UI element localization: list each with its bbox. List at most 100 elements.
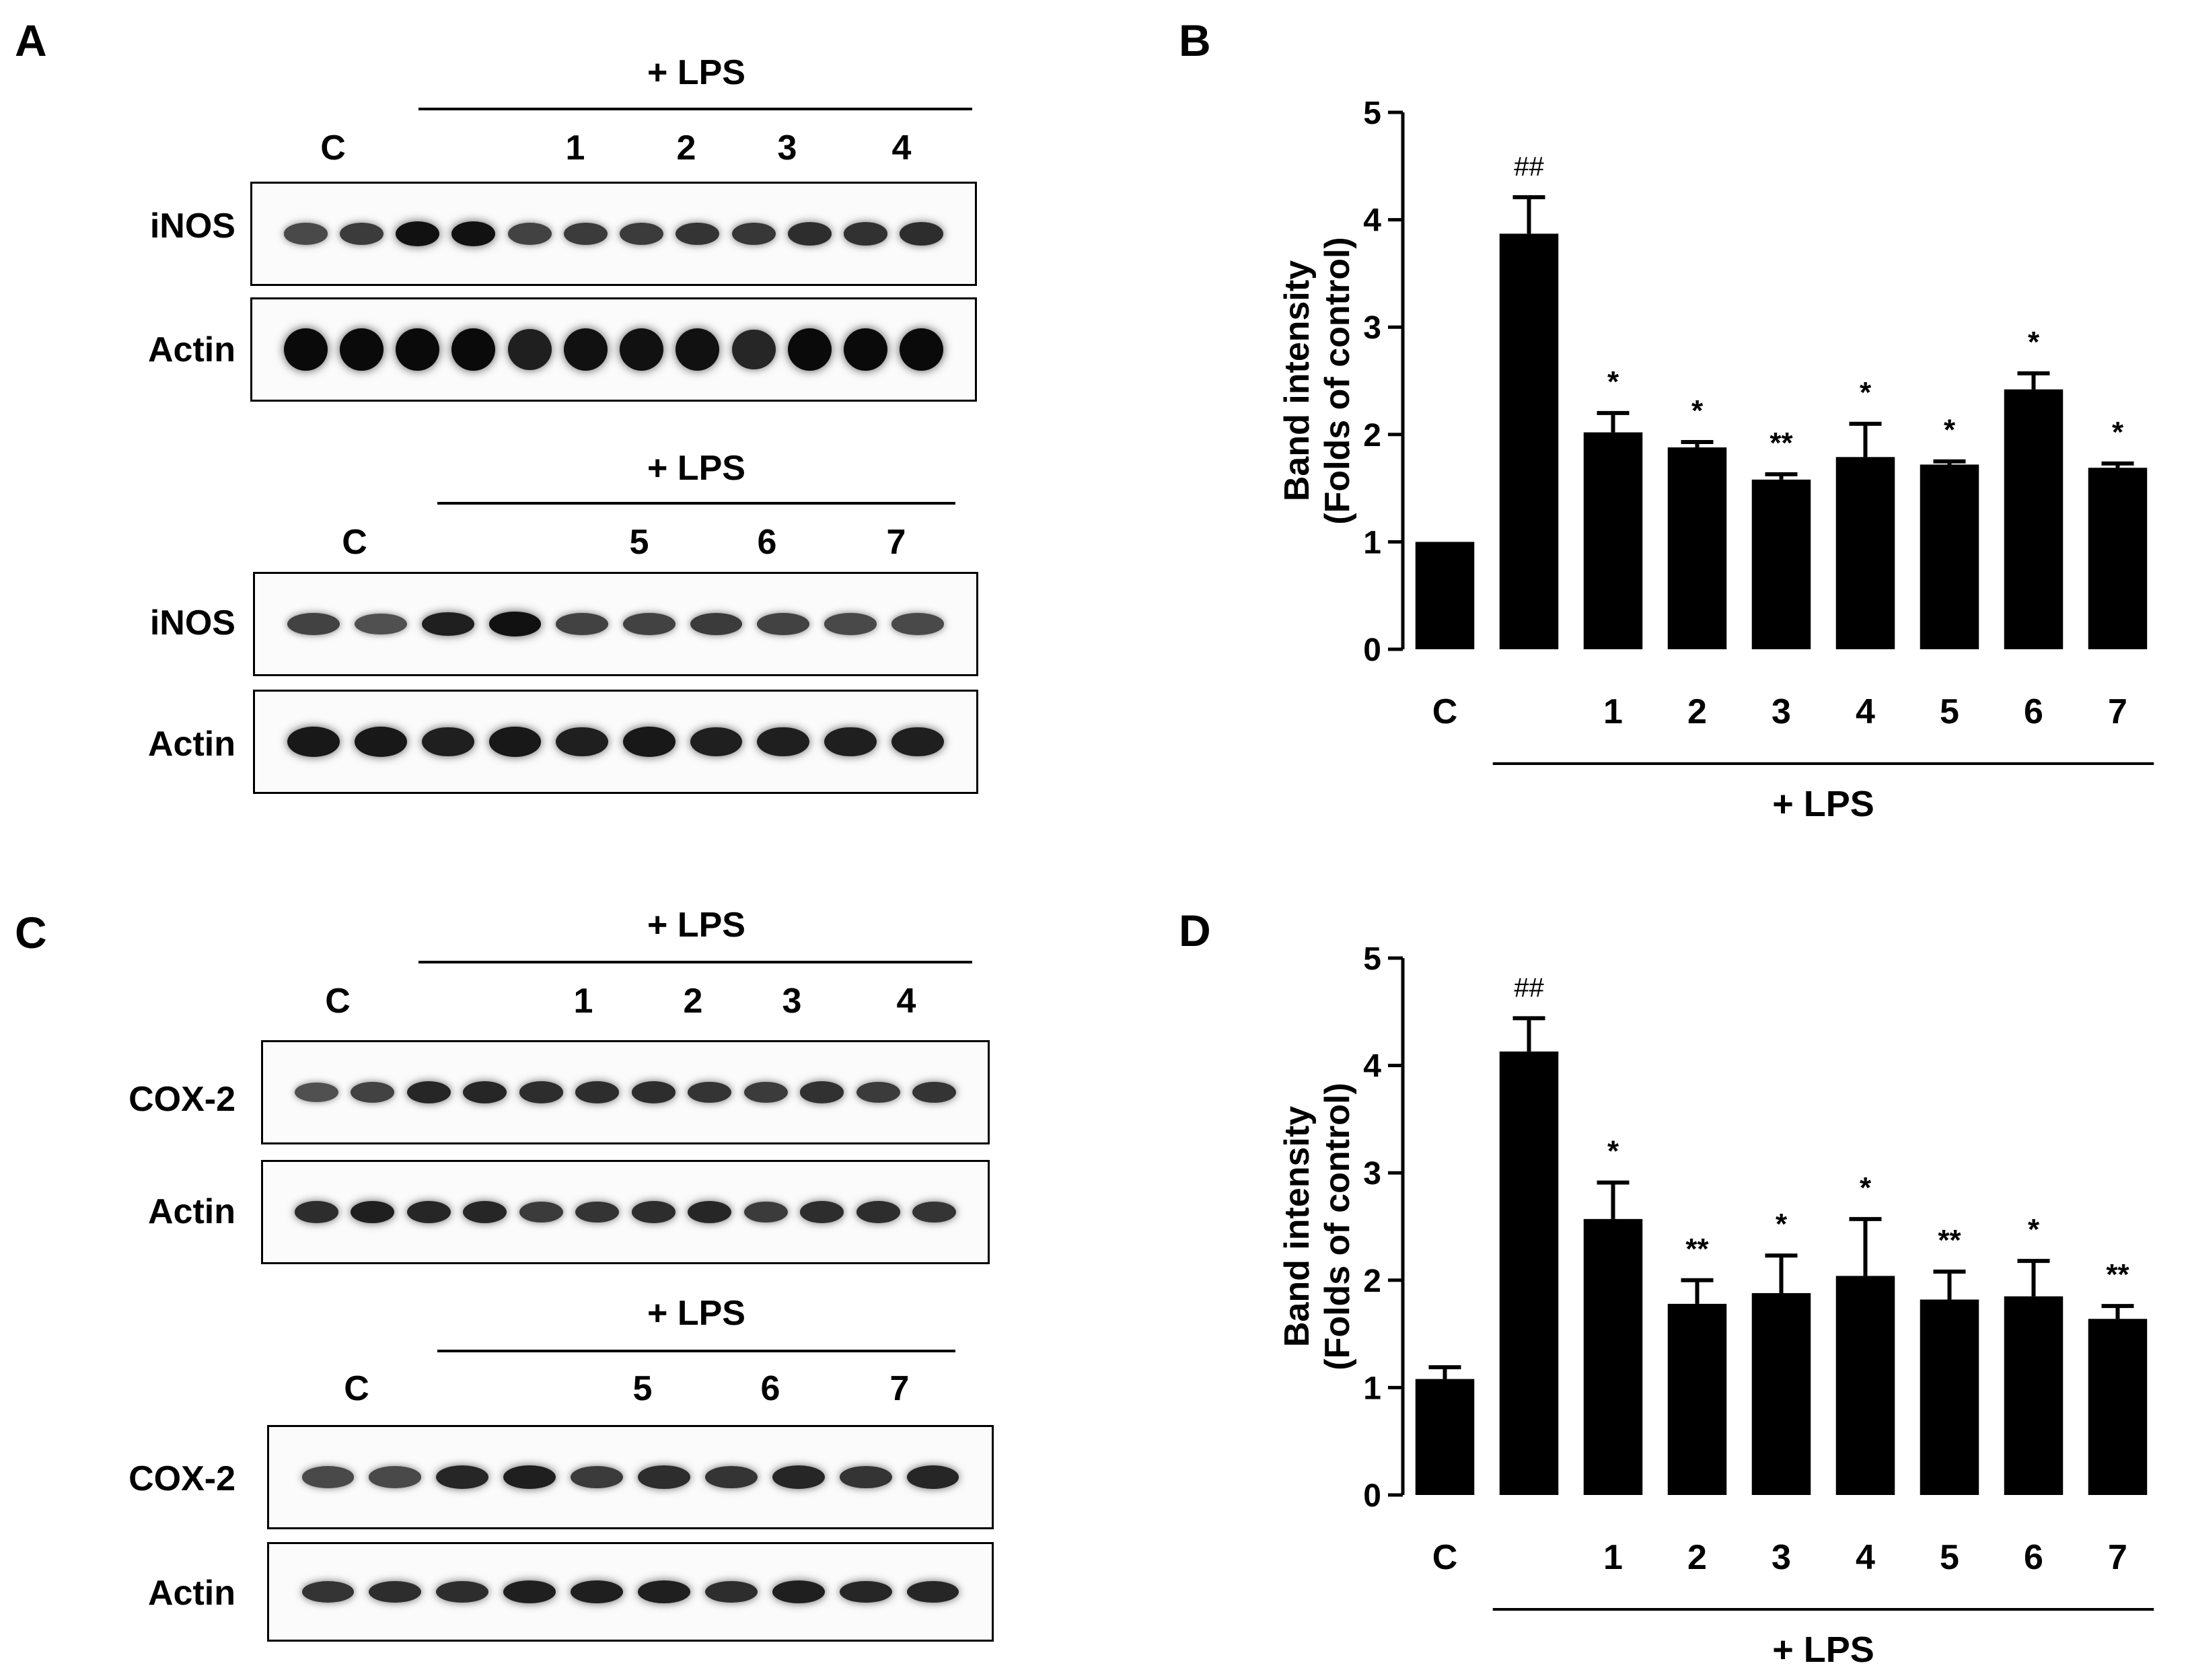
y-tick-label: 1 bbox=[1363, 1371, 1381, 1406]
blot-band bbox=[787, 328, 832, 371]
blot-row-label-actin: Actin bbox=[148, 1192, 235, 1231]
category-label: 4 bbox=[1856, 1538, 1875, 1577]
lps-label: + LPS bbox=[647, 906, 745, 945]
blot-strip-actin bbox=[267, 1542, 994, 1642]
significance-label: * bbox=[2112, 416, 2124, 449]
blot-band bbox=[900, 328, 944, 371]
bar-chart-d: 0 1 2 3 4 5 Band intensity (Folds of control) C #… bbox=[1278, 941, 2154, 1670]
lane-label-5: 5 bbox=[632, 1369, 653, 1408]
significance-label: * bbox=[1860, 376, 1872, 409]
bar bbox=[1835, 457, 1895, 649]
blot-band bbox=[351, 1082, 395, 1103]
y-tick-label: 1 bbox=[1363, 525, 1381, 560]
blot-band bbox=[406, 1201, 451, 1223]
bar bbox=[1583, 432, 1643, 649]
y-tick-label: 5 bbox=[1363, 941, 1381, 977]
significance-label: * bbox=[1860, 1171, 1872, 1204]
blot-band bbox=[622, 613, 676, 635]
blot-row-label-cox2: COX-2 bbox=[129, 1080, 235, 1119]
blot-band bbox=[856, 1201, 900, 1223]
blot-band bbox=[844, 222, 888, 246]
blot-band bbox=[620, 328, 664, 371]
panel-letter-a: A bbox=[15, 15, 47, 65]
blot-band bbox=[436, 1465, 489, 1489]
blot-row-label-actin: Actin bbox=[148, 725, 235, 764]
bar bbox=[1499, 1051, 1559, 1495]
blot-band bbox=[824, 613, 877, 635]
y-tick-label: 2 bbox=[1363, 418, 1381, 453]
blot-band bbox=[451, 221, 496, 246]
blot-band bbox=[800, 1201, 844, 1223]
blot-band bbox=[743, 1201, 788, 1223]
blot-row-label-inos: iNOS bbox=[149, 604, 235, 643]
blot-band bbox=[294, 1082, 338, 1103]
blot-band bbox=[503, 1580, 556, 1603]
blot-row-label-inos: iNOS bbox=[149, 207, 235, 246]
category-label: 3 bbox=[1772, 1538, 1791, 1577]
significance-label: ** bbox=[1938, 1224, 1961, 1257]
lps-rule bbox=[437, 502, 955, 505]
y-axis-label: (Folds of control) bbox=[1318, 237, 1357, 524]
blot-band bbox=[283, 223, 328, 245]
lane-label-7: 7 bbox=[886, 523, 906, 562]
y-axis-label: (Folds of control) bbox=[1318, 1083, 1357, 1370]
category-label: 3 bbox=[1772, 692, 1791, 731]
bar bbox=[1667, 447, 1727, 649]
blot-strip-cox2 bbox=[267, 1425, 994, 1529]
lane-label-3: 3 bbox=[777, 129, 797, 168]
blot-band bbox=[287, 727, 340, 757]
blot-band bbox=[571, 1580, 623, 1603]
panel-letter-d: D bbox=[1179, 906, 1211, 955]
blot-band bbox=[463, 1201, 507, 1223]
blot-strip-actin bbox=[261, 1160, 990, 1264]
blot-band bbox=[294, 1201, 338, 1223]
bar bbox=[1583, 1218, 1643, 1495]
blot-strip-actin bbox=[253, 690, 978, 794]
blot-strip-inos bbox=[253, 572, 978, 676]
significance-label: * bbox=[1776, 1208, 1788, 1241]
category-label: 6 bbox=[2024, 692, 2043, 731]
blot-strip-inos bbox=[250, 182, 977, 286]
blot-band bbox=[631, 1081, 676, 1103]
blot-band bbox=[637, 1580, 690, 1603]
lane-label-7: 7 bbox=[889, 1369, 910, 1408]
blot-band bbox=[839, 1465, 892, 1489]
significance-label: * bbox=[1607, 1135, 1619, 1168]
y-tick-label: 0 bbox=[1363, 1478, 1381, 1514]
lane-label-control: C bbox=[344, 1369, 369, 1408]
lane-label-2: 2 bbox=[683, 982, 703, 1021]
lane-label-control: C bbox=[342, 523, 367, 562]
blot-band bbox=[622, 727, 676, 757]
blot-row-label-actin: Actin bbox=[148, 1574, 235, 1613]
lane-label-control: C bbox=[325, 982, 351, 1021]
significance-label: * bbox=[2028, 1213, 2040, 1246]
category-label: 1 bbox=[1603, 1538, 1623, 1577]
y-tick-label: 2 bbox=[1363, 1264, 1381, 1299]
bar bbox=[2088, 1319, 2148, 1495]
blot-band bbox=[575, 1081, 620, 1103]
category-label: 1 bbox=[1603, 692, 1623, 731]
bar bbox=[1751, 1292, 1811, 1495]
blot-band bbox=[507, 329, 552, 370]
blot-band bbox=[301, 1466, 355, 1488]
category-label: C bbox=[1432, 1538, 1458, 1577]
category-label: 5 bbox=[1940, 692, 1959, 731]
lps-group-label: + LPS bbox=[1772, 1630, 1874, 1670]
bar bbox=[2004, 1296, 2064, 1495]
blot-band bbox=[369, 1580, 422, 1603]
blot-band bbox=[283, 328, 328, 371]
category-label: 6 bbox=[2024, 1538, 2043, 1577]
bar bbox=[2004, 389, 2064, 649]
blot-band bbox=[563, 328, 608, 371]
blot-band bbox=[844, 328, 888, 371]
blot-band bbox=[436, 1580, 489, 1603]
blot-band bbox=[396, 221, 440, 246]
blot-strip-cox2 bbox=[261, 1040, 990, 1144]
blot-band bbox=[731, 329, 776, 370]
bar bbox=[1920, 464, 1979, 649]
bar bbox=[2088, 468, 2148, 649]
lane-label-2: 2 bbox=[676, 129, 696, 168]
blot-band bbox=[906, 1580, 959, 1603]
blot-band bbox=[556, 613, 609, 635]
category-label: 2 bbox=[1687, 1538, 1707, 1577]
